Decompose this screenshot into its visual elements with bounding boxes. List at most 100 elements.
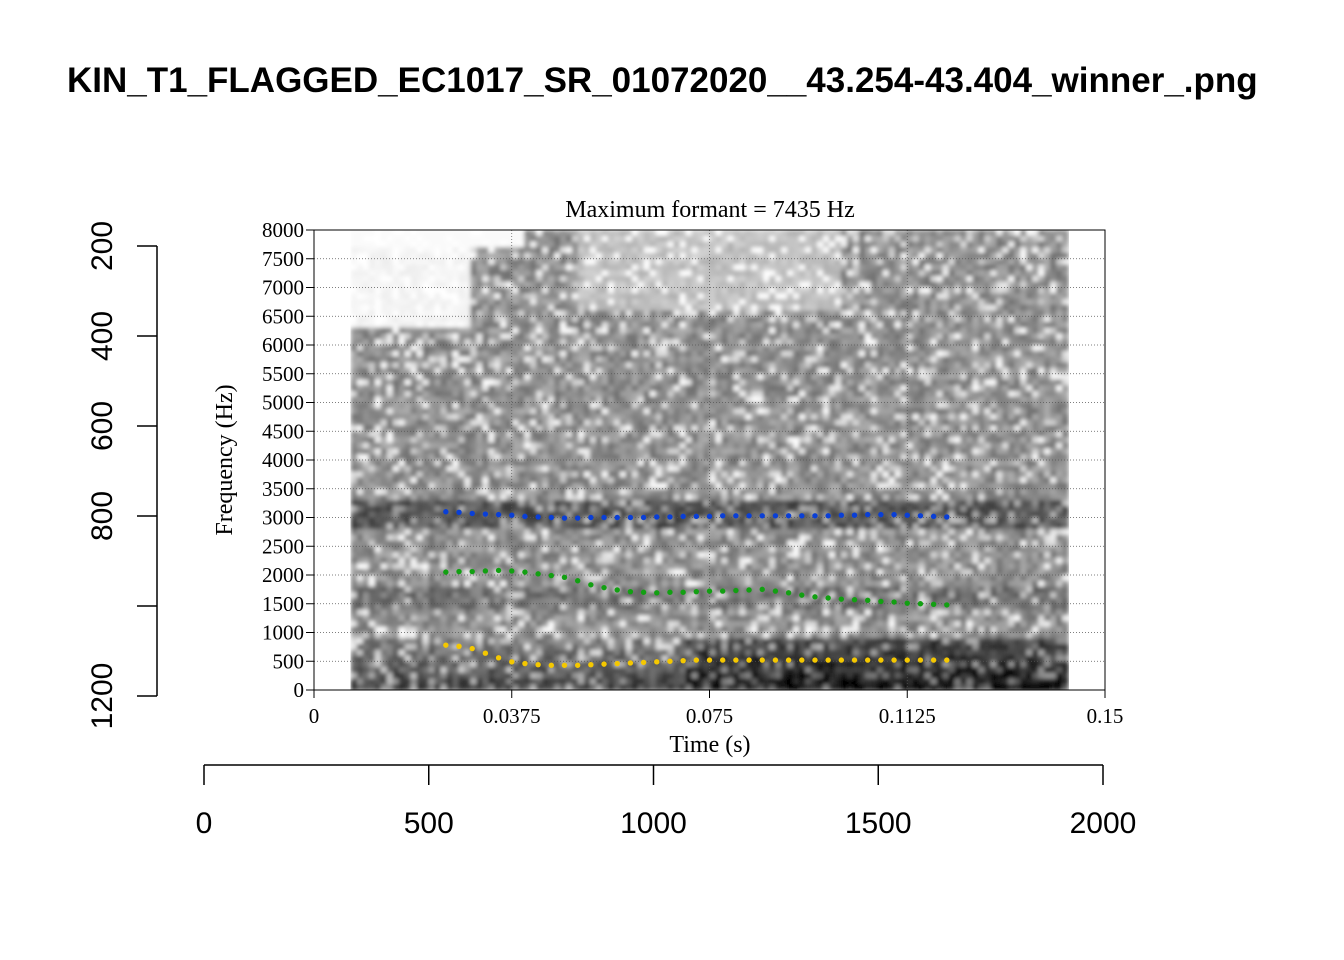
spectrogram-cell [356, 402, 364, 409]
spectrogram-cell [679, 293, 687, 300]
spectrogram-cell [560, 552, 567, 559]
spectrogram-cell [476, 471, 483, 478]
spectrogram-cell [362, 632, 370, 639]
spectrogram-cell [380, 241, 388, 248]
spectrogram-cell [691, 649, 699, 657]
spectrogram-cell [631, 293, 639, 300]
spectrogram-cell [380, 626, 388, 634]
spectrogram-cell [386, 304, 394, 312]
spectrogram-cell [685, 339, 693, 346]
spectrogram-cell [601, 598, 609, 605]
spectrogram-cell [637, 437, 645, 444]
spectrogram-cell [679, 310, 687, 317]
spectrogram-cell [679, 615, 687, 622]
spectrogram-cell [679, 540, 687, 547]
spectrogram-cell [356, 345, 364, 352]
spectrogram-cell [631, 523, 639, 530]
spectrogram-cell [566, 580, 573, 588]
spectrogram-cell [572, 494, 579, 501]
spectrogram-cell [398, 414, 406, 421]
spectrogram-cell [434, 414, 442, 421]
spectrogram-cell [709, 586, 717, 593]
spectrogram-cell [613, 460, 621, 467]
spectrogram-cell [703, 563, 711, 570]
spectrogram-cell [482, 230, 489, 237]
spectrogram-cell [506, 540, 513, 547]
spectrogram-cell [518, 477, 525, 484]
spectrogram-cell [703, 247, 711, 254]
spectrogram-cell [554, 425, 561, 432]
spectrogram-cell [566, 563, 573, 570]
spectrogram-cell [595, 471, 603, 478]
spectrogram-cell [416, 488, 424, 496]
spectrogram-cell [470, 333, 478, 340]
spectrogram-cell [542, 414, 549, 421]
spectrogram-cell [589, 408, 597, 415]
spectrogram-cell [392, 529, 400, 536]
spectrogram-cell [362, 448, 370, 455]
spectrogram-cell [542, 454, 549, 461]
spectrogram-cell [637, 523, 645, 530]
spectrogram-cell [458, 546, 466, 553]
spectrogram-cell [691, 546, 699, 553]
spectrogram-cell [440, 523, 448, 530]
spectrogram-cell [470, 339, 478, 346]
spectrogram-cell [464, 592, 472, 599]
spectrogram-cell [530, 402, 537, 409]
spectrogram-cell [709, 580, 717, 588]
spectrogram-cell [637, 425, 645, 432]
spectrogram-cell [482, 529, 489, 536]
spectrogram-cell [530, 396, 537, 404]
spectrogram-cell [530, 506, 537, 513]
spectrogram-cell [476, 419, 483, 427]
spectrogram-cell [494, 241, 501, 248]
spectrogram-cell [548, 557, 555, 565]
spectrogram-cell [631, 258, 639, 266]
spectrogram-cell [619, 356, 627, 363]
spectrogram-cell [488, 471, 495, 478]
spectrogram-cell [548, 281, 555, 289]
spectrogram-cell [398, 442, 406, 450]
spectrogram-cell [649, 477, 657, 484]
spectrogram-cell [667, 557, 675, 565]
spectrogram-cell [679, 678, 687, 685]
spectrogram-cell [464, 615, 472, 622]
spectrogram-cell [613, 235, 621, 243]
spectrogram-cell [589, 264, 597, 271]
spectrogram-cell [607, 287, 615, 294]
spectrogram-cell [554, 609, 561, 616]
spectrogram-cell [679, 414, 687, 421]
spectrogram-cell [679, 379, 687, 386]
spectrogram-cell [631, 281, 639, 289]
spectrogram-cell [595, 373, 603, 381]
spectrogram-cell [703, 615, 711, 622]
spectrogram-cell [356, 638, 364, 645]
spectrogram-cell [655, 569, 663, 576]
spectrogram-cell [715, 552, 723, 559]
spectrogram-cell [488, 350, 495, 358]
spectrogram-cell [434, 494, 442, 501]
spectrogram-cell [404, 563, 412, 570]
spectrogram-cell [589, 241, 597, 248]
spectrogram-cell [595, 431, 603, 438]
spectrogram-cell [494, 557, 501, 565]
spectrogram-cell [631, 230, 639, 237]
spectrogram-cell [643, 621, 651, 628]
spectrogram-cell [655, 419, 663, 427]
spectrogram-cell [703, 281, 711, 289]
spectrogram-cell [416, 557, 424, 565]
spectrogram-cell [470, 276, 478, 283]
spectrogram-cell [667, 310, 675, 317]
spectrogram-cell [643, 408, 651, 415]
spectrogram-cell [530, 580, 537, 588]
spectrogram-cell [673, 598, 681, 605]
spectrogram-cell [667, 356, 675, 363]
spectrogram-cell [512, 644, 519, 651]
spectrogram-cell [589, 529, 597, 536]
spectrogram-cell [482, 281, 489, 289]
spectrogram-cell [500, 517, 507, 524]
spectrogram-cell [554, 368, 561, 375]
spectrogram-cell [589, 626, 597, 634]
spectrogram-cell [350, 552, 358, 559]
spectrogram-cell [512, 431, 519, 438]
